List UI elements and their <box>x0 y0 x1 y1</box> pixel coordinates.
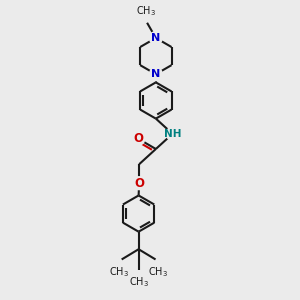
Text: CH$_3$: CH$_3$ <box>136 4 156 17</box>
Text: CH$_3$: CH$_3$ <box>109 265 129 278</box>
Circle shape <box>149 32 162 44</box>
Text: NH: NH <box>164 129 181 139</box>
Circle shape <box>166 128 179 140</box>
Text: CH$_3$: CH$_3$ <box>129 275 148 289</box>
Text: O: O <box>133 132 143 145</box>
Circle shape <box>132 132 145 145</box>
Circle shape <box>149 68 162 81</box>
Text: N: N <box>151 69 160 79</box>
Text: N: N <box>151 33 160 43</box>
Text: CH$_3$: CH$_3$ <box>148 265 168 278</box>
Text: O: O <box>134 177 144 190</box>
Circle shape <box>133 177 146 190</box>
